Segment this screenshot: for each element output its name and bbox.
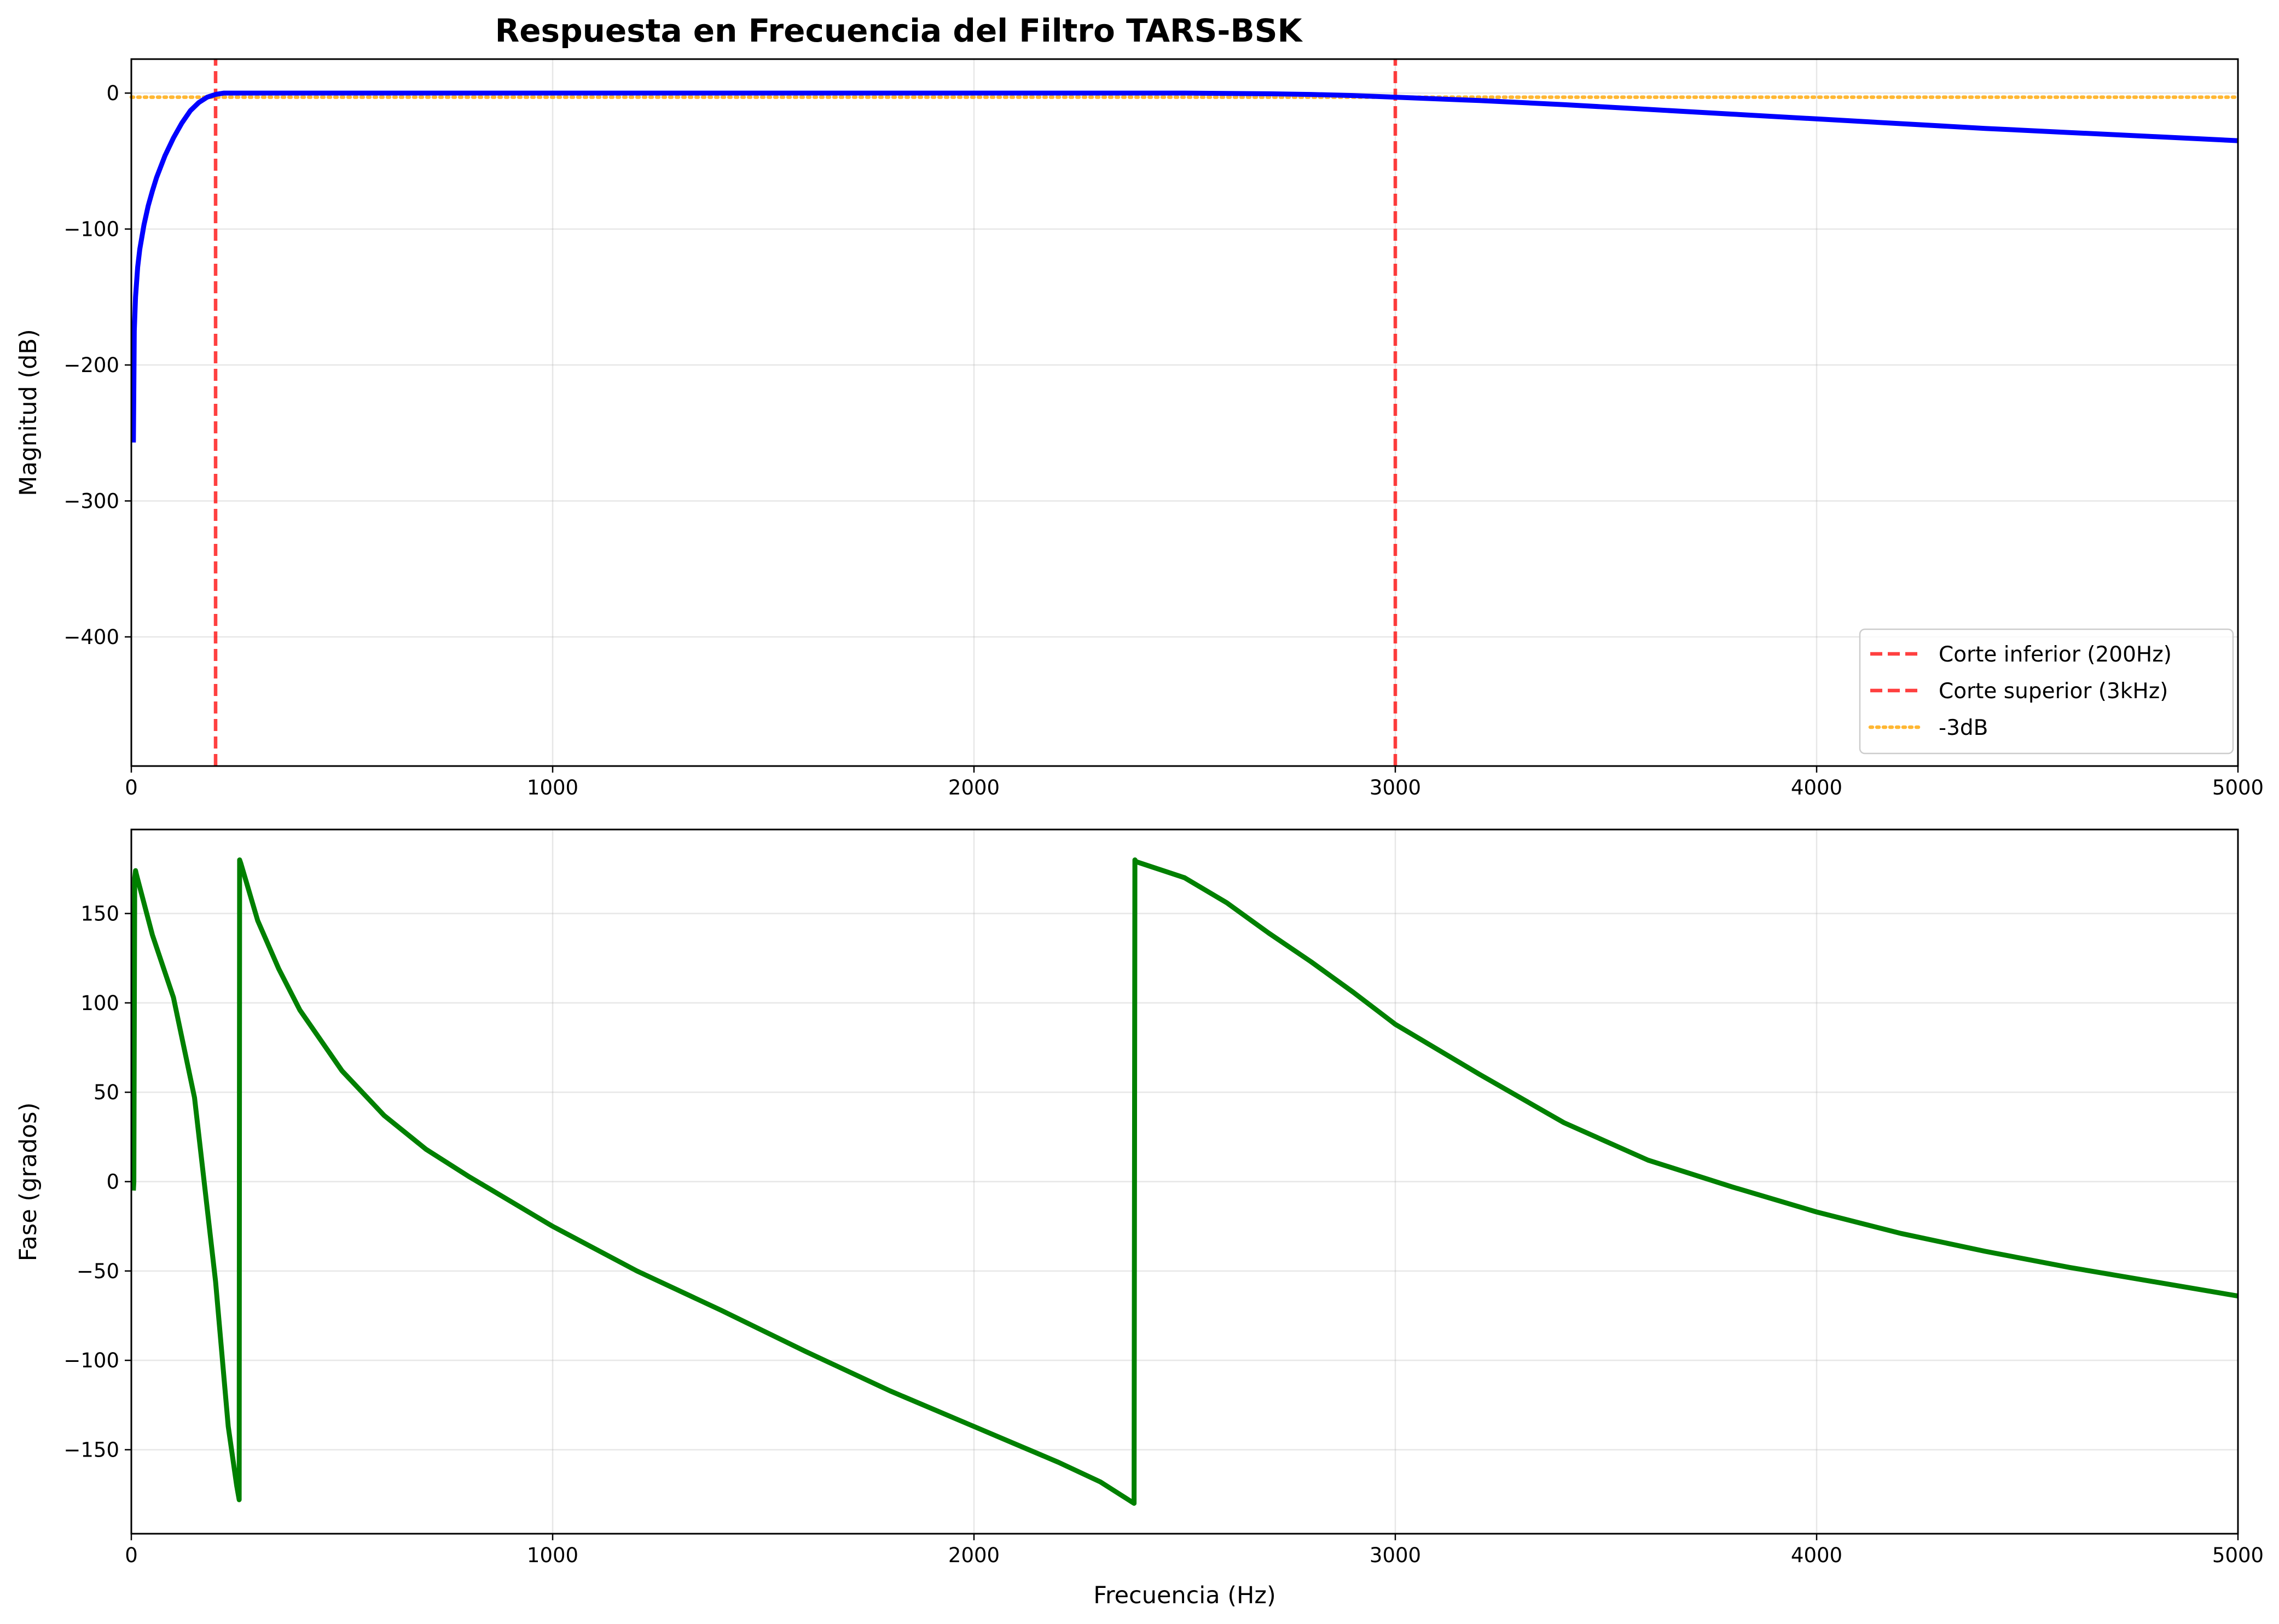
magnitude-y-axis-label: Magnitud (dB) [15, 329, 42, 496]
x-tick-label: 2000 [948, 776, 1000, 799]
y-tick-label: 50 [94, 1081, 119, 1104]
x-tick-label: 4000 [1791, 1544, 1842, 1567]
x-tick-label: 2000 [948, 1544, 1000, 1567]
x-tick-label: 5000 [2212, 1544, 2264, 1567]
y-tick-label: 0 [106, 1170, 119, 1194]
legend-entry-label: -3dB [1939, 716, 1988, 740]
x-tick-label: 1000 [527, 776, 578, 799]
y-tick-label: −50 [77, 1260, 119, 1283]
x-tick-label: 1000 [527, 1544, 578, 1567]
phase-y-axis-label: Fase (grados) [15, 1103, 42, 1262]
y-tick-label: −300 [63, 490, 119, 513]
phase-x-axis-label: Frecuencia (Hz) [1093, 1582, 1275, 1609]
y-tick-label: −400 [63, 625, 119, 649]
magnitude-legend: Corte inferior (200Hz) Corte superior (3k… [1859, 628, 2234, 755]
x-tick-label: 4000 [1791, 776, 1842, 799]
y-tick-label: 0 [106, 82, 119, 105]
y-tick-label: 150 [80, 902, 119, 926]
main-curve [131, 90, 2239, 443]
y-tick-label: 100 [80, 991, 119, 1015]
magnitude-panel: 0 1000 2000 3000 4000 5000 0 −100 −200 −300 −400 M… [15, 58, 2264, 799]
legend-box [1859, 628, 2234, 755]
x-tick-label: 0 [125, 776, 138, 799]
legend-entry-label: Corte inferior (200Hz) [1939, 642, 2172, 667]
y-tick-label: −200 [63, 353, 119, 377]
legend-entry-label: Corte superior (3kHz) [1939, 679, 2168, 704]
main-curve [131, 857, 2239, 1506]
y-tick-label: −100 [63, 218, 119, 241]
chart-title: Respuesta en Frecuencia del Filtro TARS-… [495, 12, 1303, 49]
x-tick-label: 0 [125, 1544, 138, 1567]
x-tick-label: 5000 [2212, 776, 2264, 799]
x-tick-label: 3000 [1370, 1544, 1421, 1567]
magnitude-plot-frame [130, 58, 2239, 767]
y-tick-label: −150 [63, 1438, 119, 1461]
phase-panel: 0 1000 2000 3000 4000 5000 150 100 50 0 −50 −100 −15… [15, 828, 2264, 1609]
x-tick-label: 3000 [1370, 776, 1421, 799]
y-tick-label: −100 [63, 1349, 119, 1372]
